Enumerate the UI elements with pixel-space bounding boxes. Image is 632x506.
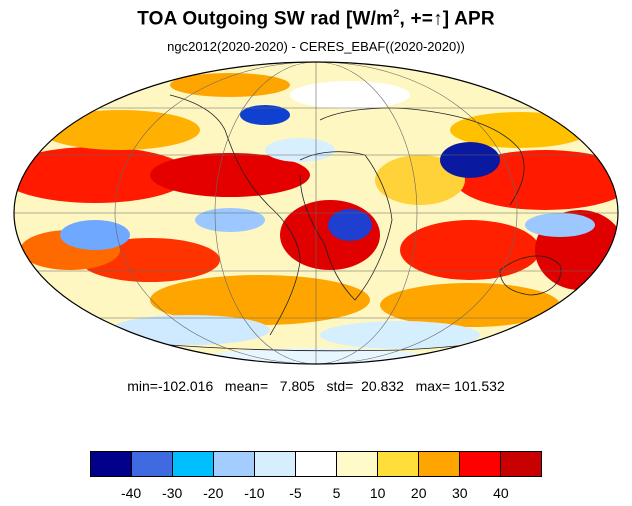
field-region (195, 208, 265, 232)
field-region (525, 213, 595, 237)
statistics-line: min=-102.016 mean= 7.805 std= 20.832 max… (127, 378, 505, 394)
colorbar-box (460, 452, 501, 476)
title-text-3: ] APR (442, 8, 495, 30)
colorbar-tick-label: -5 (289, 485, 302, 501)
colorbar-tick-label: 30 (452, 485, 468, 501)
colorbar (90, 451, 542, 477)
coastline-eurasia (319, 107, 525, 206)
plot-subtitle: ngc2012(2020-2020) - CERES_EBAF((2020-20… (167, 39, 465, 54)
colorbar-tick-label: 20 (410, 485, 427, 501)
field-region (455, 150, 618, 210)
colorbar-tick-label: 40 (493, 485, 509, 501)
colorbar-box (296, 452, 337, 476)
field-region (265, 138, 335, 162)
colorbar-tick-label: 10 (369, 485, 386, 501)
colorbar-tick-label: -10 (244, 485, 265, 501)
field-region (170, 73, 290, 97)
field-region (320, 321, 480, 349)
coastline-south-america (267, 204, 301, 336)
field-region (40, 110, 200, 150)
meridian-ellipse (114, 62, 518, 364)
colorbar-box (419, 452, 460, 476)
meridian-ellipse (214, 62, 418, 364)
colorbar-box (255, 452, 296, 476)
field-region (290, 81, 410, 109)
field-region (440, 142, 500, 178)
map-outline (13, 61, 619, 365)
field-region (14, 147, 190, 203)
title-text: TOA Outgoing SW rad [W/m (137, 8, 394, 30)
colorbar-box (214, 452, 255, 476)
field-region (375, 155, 465, 205)
colorbar-tick-label: -40 (120, 485, 142, 501)
field-region (110, 315, 270, 345)
title-text-2: , += (399, 8, 434, 30)
colorbar-box (173, 452, 214, 476)
map-field (14, 62, 618, 364)
title-superscript: 2 (393, 8, 400, 20)
graticule (14, 62, 618, 364)
coastline-australia (499, 255, 562, 296)
colorbar-tick-label: -30 (162, 485, 183, 501)
field-region (240, 105, 290, 125)
colorbar-box (91, 452, 132, 476)
world-map (13, 61, 619, 365)
field-region (328, 209, 372, 241)
field-region (150, 275, 370, 325)
coastline-africa (299, 151, 393, 301)
field-region (150, 153, 310, 197)
coastline-north-america (169, 94, 269, 206)
field-region (380, 283, 560, 327)
colorbar-tick-label: -20 (203, 485, 224, 501)
colorbar-box (378, 452, 419, 476)
colorbar-tick-label: 5 (332, 485, 341, 501)
up-arrow-icon: ↑ (433, 8, 443, 30)
colorbar-box (337, 452, 378, 476)
plot-title: TOA Outgoing SW rad [W/m2, +=↑] APR (0, 8, 632, 30)
field-region (60, 220, 130, 250)
colorbar-box (132, 452, 173, 476)
colorbar-box (501, 452, 541, 476)
